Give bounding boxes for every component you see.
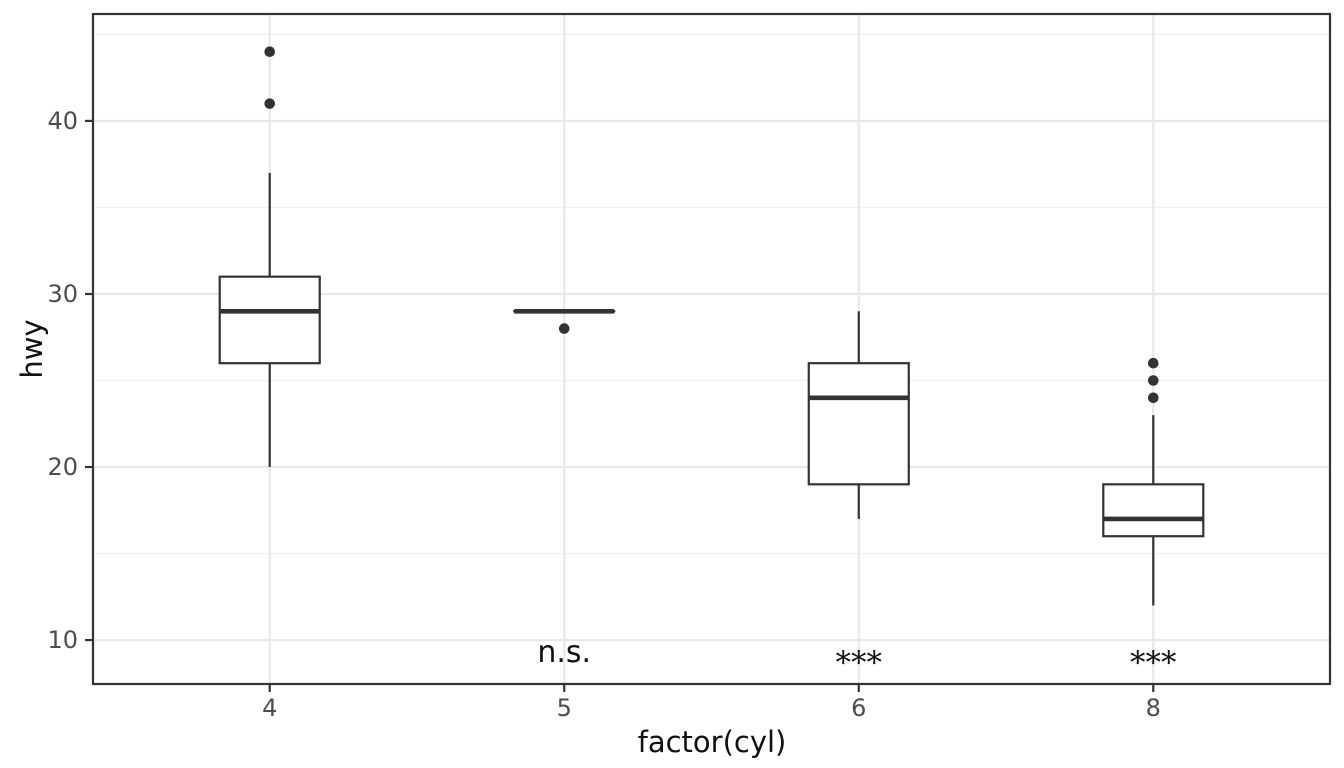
iqr-box (218, 275, 321, 365)
y-tick-label-20: 20 (47, 453, 78, 481)
boxplot-cyl-6 (807, 311, 910, 519)
outlier-point (264, 46, 276, 58)
y-tick-label-10: 10 (47, 626, 78, 654)
x-tick-label-5: 5 (557, 694, 572, 722)
significance-label-cyl-6: *** (836, 645, 883, 681)
boxplot-cyl-4 (218, 46, 321, 468)
boxplot-cyl-5 (513, 308, 616, 334)
boxes-layer (218, 46, 1205, 606)
x-axis-title: factor(cyl) (638, 725, 787, 759)
iqr-box (807, 362, 910, 486)
x-tick-label-6: 6 (851, 694, 866, 722)
significance-label-cyl-5: n.s. (537, 635, 591, 670)
panel-border (91, 12, 1332, 686)
annotations-layer: n.s. *** *** (537, 635, 1176, 681)
boxplot-cyl-8 (1102, 357, 1205, 606)
iqr-box (1102, 483, 1205, 538)
outlier-point (1147, 392, 1159, 404)
axes-layer: 10 20 30 40 4 5 6 8 (47, 12, 1332, 722)
outlier-point (558, 323, 570, 334)
outlier-point (1147, 357, 1159, 369)
significance-label-cyl-8: *** (1130, 645, 1177, 681)
y-axis-title: hwy (15, 319, 49, 378)
x-tick-label-8: 8 (1146, 694, 1161, 722)
y-tick-label-40: 40 (47, 107, 78, 135)
x-tick-label-4: 4 (262, 694, 277, 722)
y-tick-label-30: 30 (47, 280, 78, 308)
outlier-point (264, 98, 276, 109)
outlier-point (1147, 375, 1159, 386)
